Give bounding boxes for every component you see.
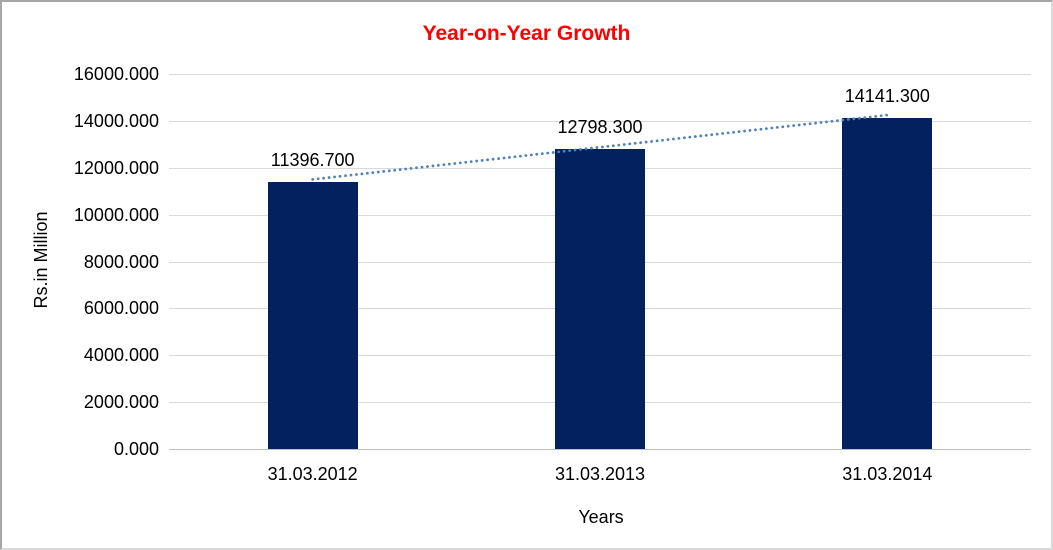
y-tick-label: 0.000 [113, 439, 159, 459]
x-axis-line [169, 449, 1031, 450]
y-tick-label: 4000.000 [83, 345, 159, 366]
chart-title: Year-on-Year Growth [422, 22, 631, 45]
y-tick-label: 16000.000 [73, 64, 159, 84]
y-tick-label: 12000.000 [73, 157, 159, 178]
bar-value-label: 14141.300 [844, 85, 930, 106]
x-axis-title: Years [578, 507, 624, 527]
x-tick-label: 31.03.2013 [554, 464, 646, 484]
bar [842, 117, 933, 449]
y-tick-label: 10000.000 [73, 204, 159, 225]
y-tick-label: 2000.000 [83, 392, 159, 413]
x-tick-label: 31.03.2014 [842, 464, 933, 484]
gridline [169, 74, 1031, 75]
x-tick-label: 31.03.2012 [267, 464, 358, 484]
bar [267, 181, 358, 449]
gridline [169, 120, 1031, 122]
y-tick-label: 14000.000 [73, 110, 159, 131]
bar-value-label: 11396.700 [270, 149, 355, 170]
y-tick-label: 6000.000 [83, 298, 159, 319]
plot-area [169, 74, 1031, 450]
y-tick-label: 8000.000 [83, 251, 159, 272]
bar-value-label: 12798.300 [557, 117, 643, 138]
bar [555, 149, 645, 449]
